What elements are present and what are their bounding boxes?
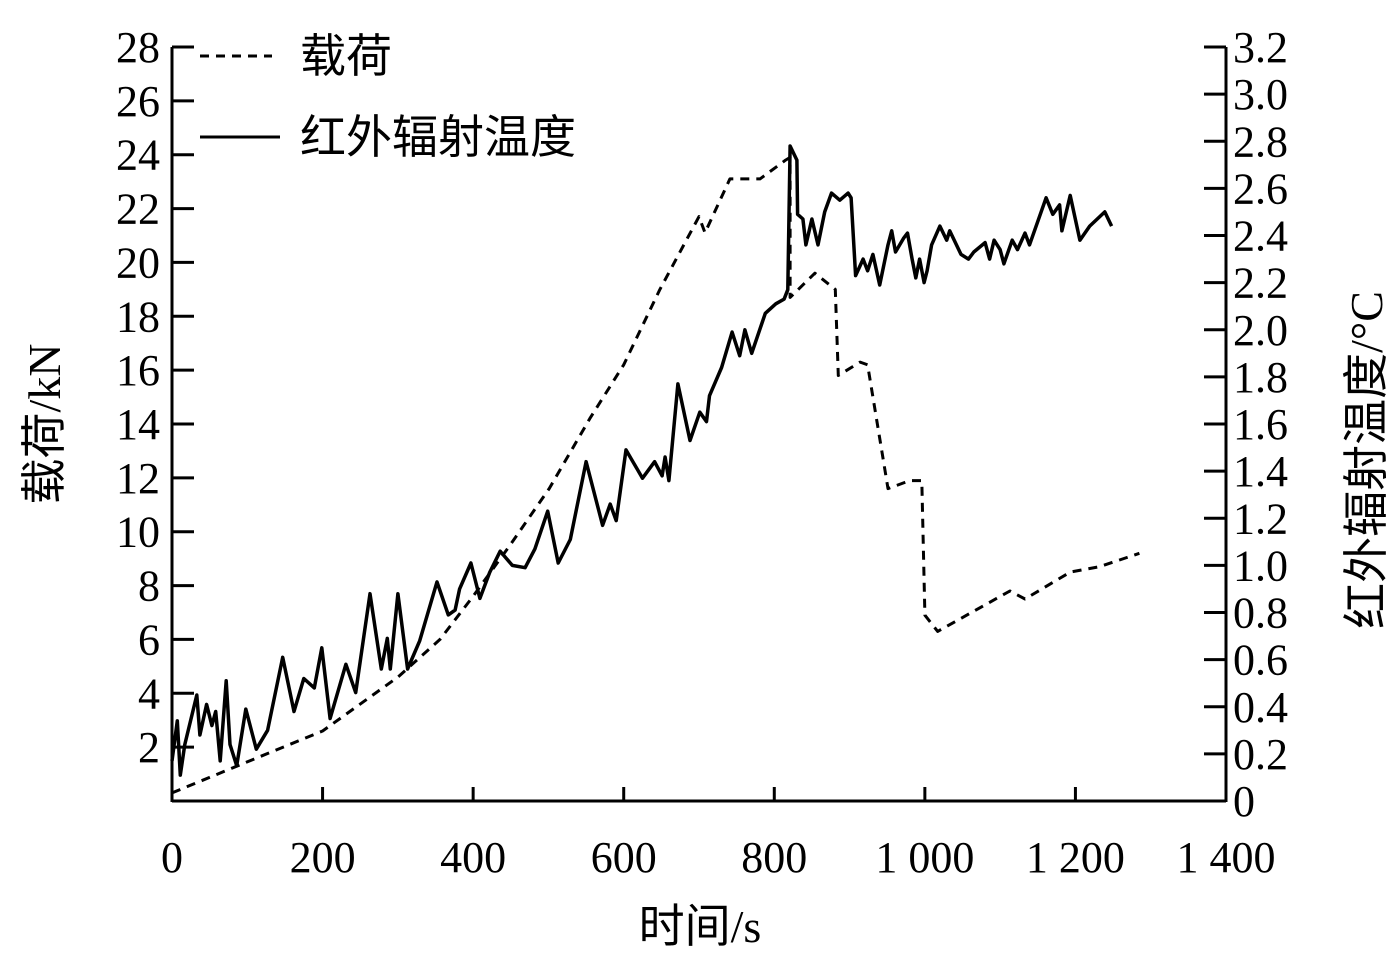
x-tick-label: 200 [290, 833, 356, 882]
y-right-tick-label: 1.2 [1233, 494, 1288, 543]
y-right-tick-label: 0.4 [1233, 683, 1288, 732]
x-tick-label: 0 [161, 833, 183, 882]
y-right-tick-label: 0.6 [1233, 636, 1288, 685]
y-left-tick-label: 26 [116, 77, 160, 126]
x-tick-label: 1 000 [875, 833, 974, 882]
y-right-tick-label: 0 [1233, 777, 1255, 826]
y-right-tick-label: 2.8 [1233, 117, 1288, 166]
ticks: 0 200 400 600 800 1 000 1 200 1 400246810121416… [116, 23, 1288, 882]
y-right-tick-label: 2.2 [1233, 259, 1288, 308]
legend: 载荷 红外辐射温度 [200, 31, 576, 163]
y-left-tick-label: 4 [138, 669, 160, 718]
y-left-tick-label: 8 [138, 562, 160, 611]
y-right-tick-label: 1.4 [1233, 447, 1288, 496]
x-tick-label: 1 400 [1177, 833, 1276, 882]
legend-label-temperature: 红外辐射温度 [300, 112, 576, 163]
y-left-tick-label: 14 [116, 400, 160, 449]
x-tick-label: 1 200 [1026, 833, 1125, 882]
y-right-tick-label: 0.2 [1233, 730, 1288, 779]
y-right-tick-label: 1.6 [1233, 400, 1288, 449]
y-right-tick-label: 3.0 [1233, 70, 1288, 119]
y-left-tick-label: 10 [116, 508, 160, 557]
y-right-tick-label: 0.8 [1233, 589, 1288, 638]
y-left-tick-label: 6 [138, 615, 160, 664]
y-left-tick-label: 16 [116, 346, 160, 395]
y-axis-title-left: 载荷/kN [19, 344, 70, 505]
y-left-tick-label: 12 [116, 454, 160, 503]
y-right-tick-label: 3.2 [1233, 23, 1288, 72]
y-right-tick-label: 2.4 [1233, 212, 1288, 261]
x-tick-label: 400 [440, 833, 506, 882]
x-tick-label: 800 [741, 833, 807, 882]
y-left-tick-label: 28 [116, 23, 160, 72]
y-right-tick-label: 1.8 [1233, 353, 1288, 402]
y-left-tick-label: 22 [116, 185, 160, 234]
y-left-tick-label: 2 [138, 723, 160, 772]
series-line-load [171, 155, 1140, 795]
y-left-tick-label: 20 [116, 238, 160, 287]
series [170, 144, 1140, 795]
y-left-tick-label: 24 [116, 131, 160, 180]
x-axis-title: 时间/s [639, 901, 762, 952]
series-line-temperature [170, 144, 1114, 777]
y-axis-title-right: 红外辐射温度/°C [1341, 291, 1392, 629]
y-left-tick-label: 18 [116, 292, 160, 341]
y-right-tick-label: 2.0 [1233, 306, 1288, 355]
y-right-tick-label: 1.0 [1233, 541, 1288, 590]
x-tick-label: 600 [591, 833, 657, 882]
y-right-tick-label: 2.6 [1233, 164, 1288, 213]
legend-label-load: 载荷 [300, 31, 392, 82]
